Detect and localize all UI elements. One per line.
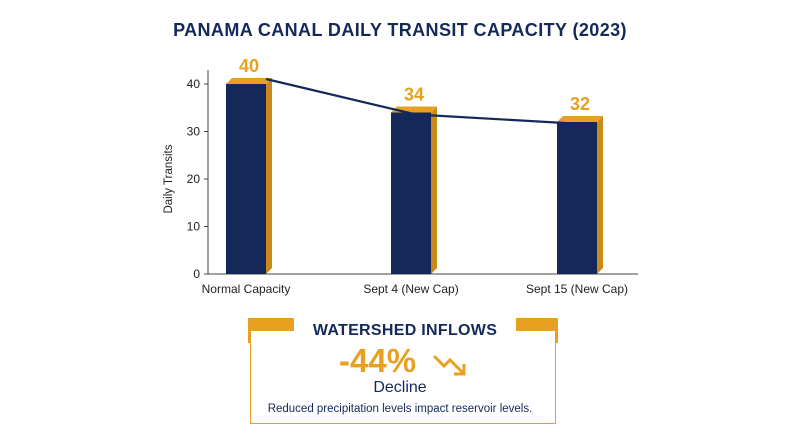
callout-value-label: Decline xyxy=(373,379,427,396)
bar-chart: 0 10 20 30 40 Daily Transits 40 Normal Capacity… xyxy=(163,56,638,296)
bar-side xyxy=(266,78,272,274)
x-tick-label: Normal Capacity xyxy=(202,282,291,296)
bar-side xyxy=(597,116,603,274)
trend-down-arrow-icon xyxy=(432,354,466,376)
y-axis-label: Daily Transits xyxy=(163,144,175,213)
y-tick-label: 40 xyxy=(187,77,201,91)
trend-line xyxy=(265,77,583,126)
y-tick-label: 10 xyxy=(187,220,201,234)
bar xyxy=(557,122,597,274)
bar xyxy=(391,112,431,274)
bar-side xyxy=(431,106,437,274)
y-tick-label: 30 xyxy=(187,125,201,139)
callout-caption: Reduced precipitation levels impact rese… xyxy=(267,403,533,415)
chart-title: PANAMA CANAL DAILY TRANSIT CAPACITY (202… xyxy=(173,20,627,40)
data-label: 32 xyxy=(570,94,590,114)
callout-value: -44% xyxy=(339,342,417,379)
y-tick-label: 20 xyxy=(187,172,201,186)
bar-cap xyxy=(557,116,603,122)
data-label: 34 xyxy=(404,85,424,105)
bar-cap xyxy=(226,78,272,84)
y-tick-label: 0 xyxy=(193,267,200,281)
x-tick-label: Sept 4 (New Cap) xyxy=(363,282,458,296)
data-label: 40 xyxy=(239,56,259,76)
bar xyxy=(226,84,266,274)
callout-heading: WATERSHED INFLOWS xyxy=(294,318,516,343)
x-tick-label: Sept 15 (New Cap) xyxy=(526,282,628,296)
